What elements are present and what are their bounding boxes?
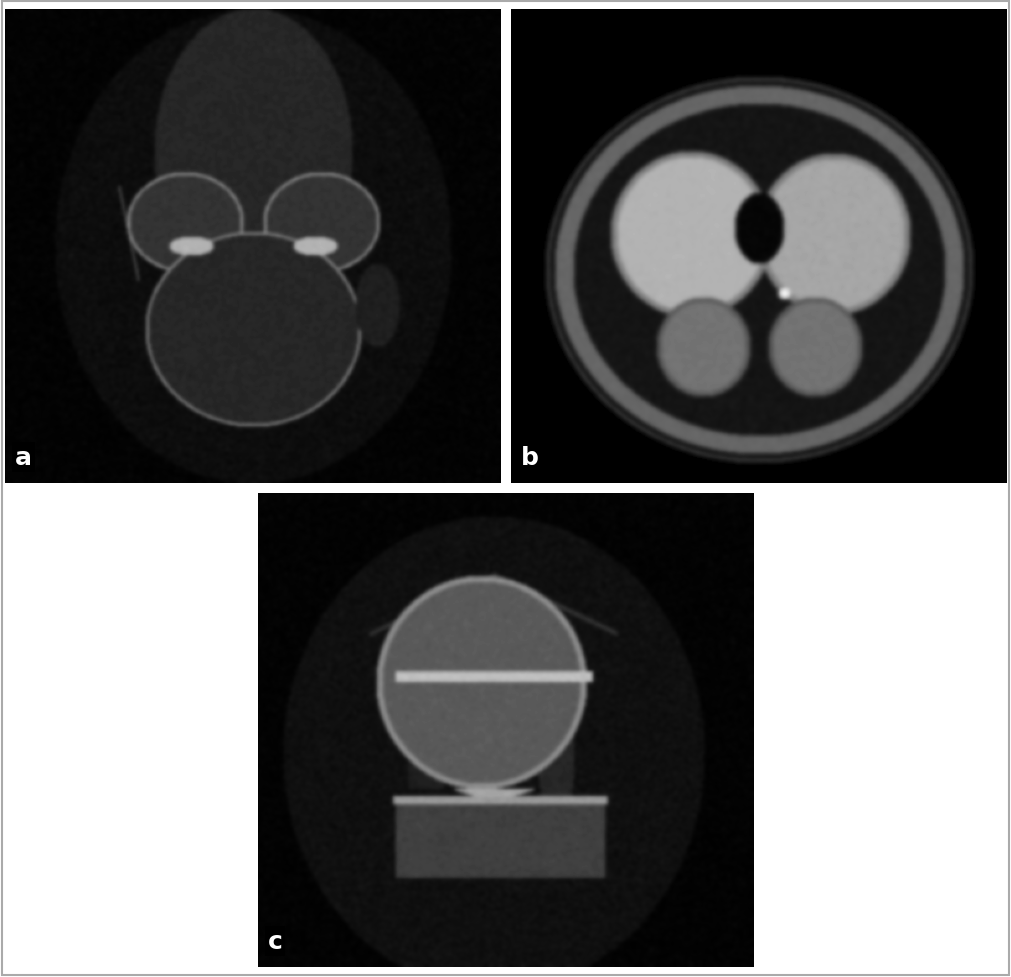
Text: a: a	[15, 446, 32, 470]
Text: c: c	[268, 929, 283, 954]
Text: b: b	[521, 446, 538, 470]
